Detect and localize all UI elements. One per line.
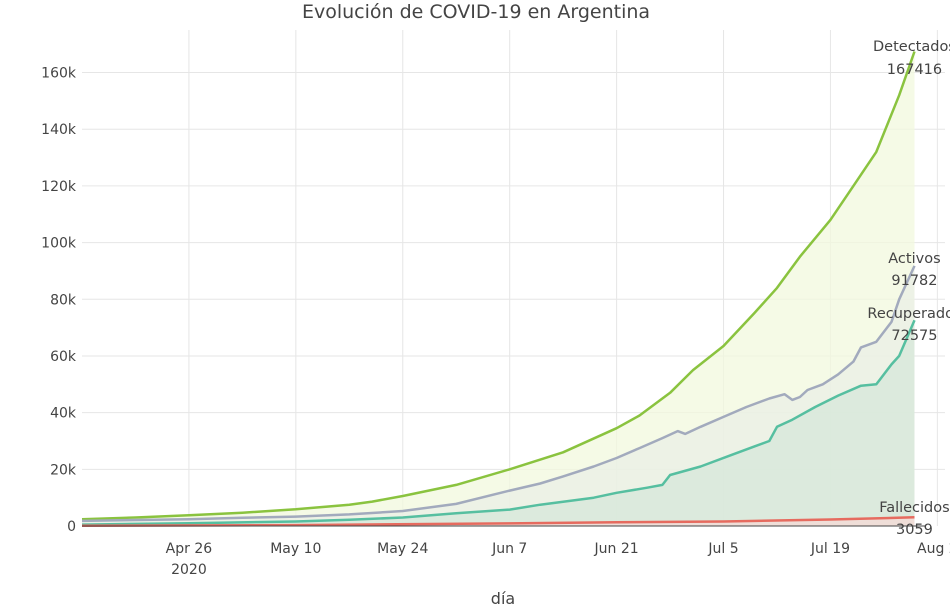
y-tick-label: 120k [41, 179, 77, 195]
x-tick-label: Jul 5 [707, 541, 738, 557]
x-tick-label: May 10 [270, 541, 321, 557]
series-line-activos [81, 265, 916, 523]
annotation-name-detectados: Detectados [873, 39, 950, 55]
series-line-fallecidos [81, 516, 915, 527]
x-tick-label: Jun 7 [491, 541, 527, 557]
y-tick-label: 140k [41, 122, 77, 138]
y-tick-label: 160k [41, 66, 77, 82]
x-tick-label: Jul 19 [810, 541, 850, 557]
x-tick-label: May 24 [377, 541, 428, 557]
y-tick-label: 20k [50, 462, 77, 478]
x-axis-title: día [491, 589, 515, 608]
area-recuperados [82, 320, 915, 526]
x-tick-label: Apr 26 [166, 541, 213, 557]
axis-layer: 0 20k 40k 60k 80k 100k 120k 140k 160k Apr 26 2020 M… [41, 66, 950, 578]
y-tick-label: 100k [41, 236, 77, 252]
annotation-layer: Detectados 167416 Activos 91782 Recuperados 7… [867, 39, 950, 538]
annotation-name-activos: Activos [888, 251, 940, 267]
chart-title: Evolución de COVID-19 en Argentina [302, 1, 650, 23]
annotation-value-activos: 91782 [891, 273, 937, 289]
annotation-value-detectados: 167416 [887, 62, 942, 78]
y-tick-label: 0 [67, 519, 76, 535]
x-tick-label: Jun 21 [594, 541, 639, 557]
annotation-name-fallecidos: Fallecidos [879, 500, 950, 516]
series-line-detectados [81, 51, 916, 521]
annotation-value-fallecidos: 3059 [896, 522, 933, 538]
area-activos [82, 265, 915, 526]
y-tick-label: 80k [50, 292, 77, 308]
y-tick-label: 40k [50, 406, 77, 422]
x-tick-label: Aug 2 [917, 541, 950, 557]
y-tick-label: 60k [50, 349, 77, 365]
line-layer [81, 51, 916, 527]
x-tick-sublabel: 2020 [171, 562, 207, 578]
area-layer [82, 51, 915, 526]
area-fallecidos [82, 517, 915, 526]
area-detectados [82, 51, 915, 526]
annotation-name-recuperados: Recuperados [867, 306, 950, 322]
series-line-recuperados [81, 319, 916, 526]
annotation-value-recuperados: 72575 [891, 328, 937, 344]
